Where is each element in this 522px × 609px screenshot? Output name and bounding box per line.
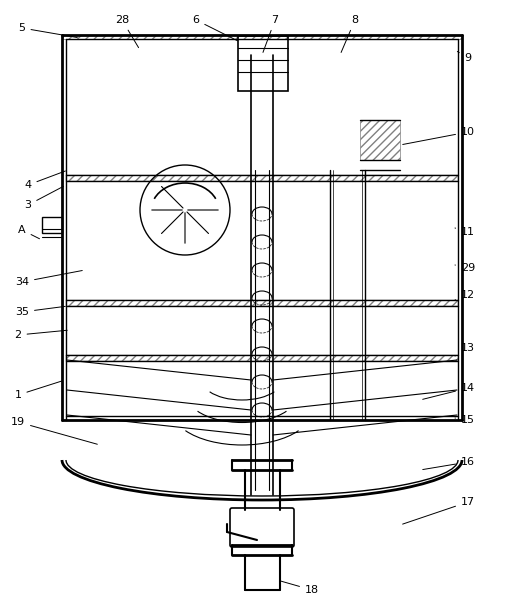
Bar	[360, 120, 400, 160]
Text: 10: 10	[403, 127, 475, 144]
Text: 17: 17	[402, 497, 475, 524]
Text: 34: 34	[15, 270, 82, 287]
Text: 28: 28	[115, 15, 138, 48]
Text: 4: 4	[25, 171, 65, 190]
Text: 13: 13	[455, 343, 475, 356]
Text: 3: 3	[25, 186, 64, 210]
Text: 5: 5	[18, 23, 77, 38]
Text: 7: 7	[263, 15, 279, 52]
Bar	[238, 36, 288, 91]
Text: 11: 11	[455, 227, 475, 237]
Bar	[66, 175, 458, 181]
Text: A: A	[18, 225, 40, 239]
Text: 15: 15	[455, 415, 475, 425]
Text: 6: 6	[193, 15, 238, 41]
Text: 8: 8	[341, 15, 359, 52]
Bar	[66, 355, 458, 361]
Text: 1: 1	[15, 381, 62, 400]
Bar	[66, 300, 458, 306]
Text: 19: 19	[11, 417, 97, 444]
Bar	[42, 217, 62, 233]
Text: 12: 12	[455, 290, 475, 300]
Text: 29: 29	[455, 263, 475, 273]
Text: 2: 2	[15, 330, 67, 340]
Bar	[62, 35, 462, 39]
Text: 14: 14	[423, 383, 475, 400]
Text: 18: 18	[280, 581, 319, 595]
Text: 9: 9	[457, 51, 471, 63]
Text: 16: 16	[423, 457, 475, 470]
Text: 35: 35	[15, 306, 65, 317]
